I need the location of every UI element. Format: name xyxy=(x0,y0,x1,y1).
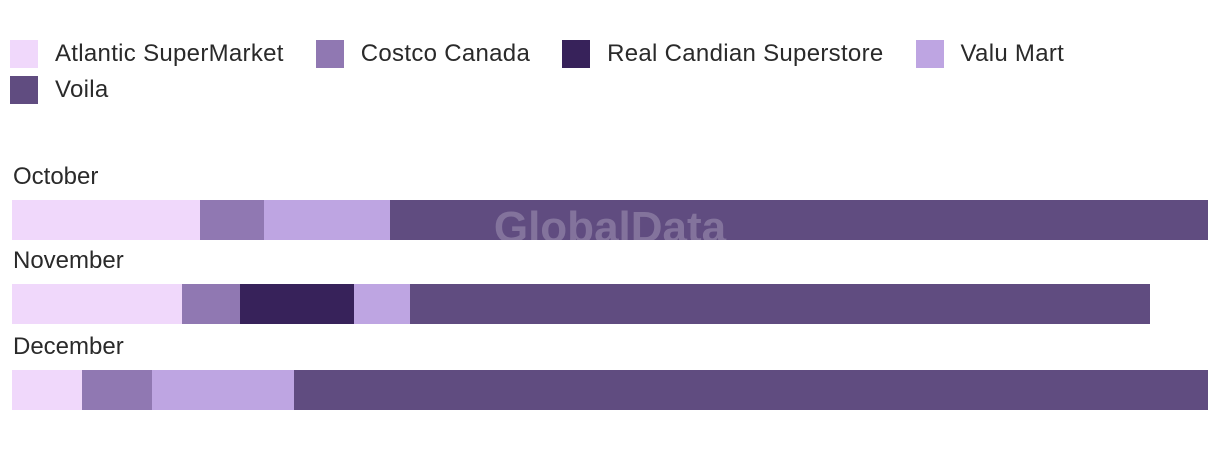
bar-segment-costco-canada-october xyxy=(200,200,264,240)
legend-label: Valu Mart xyxy=(960,40,1065,67)
bar-segment-costco-canada-december xyxy=(82,370,152,410)
legend-swatch xyxy=(562,40,591,68)
bar-segment-valu-mart-october xyxy=(264,200,390,240)
chart-legend: Atlantic SuperMarket Costco Canada Real Ca… xyxy=(10,40,1210,104)
bar-segment-real-candian-superstore-november xyxy=(240,284,354,324)
legend-label: Real Candian Superstore xyxy=(607,40,884,67)
bar-segment-voila-november xyxy=(410,284,1150,324)
category-label-november: November xyxy=(13,247,124,274)
watermark: GlobalData xyxy=(494,203,727,252)
bar-segment-atlantic-supermarket-october xyxy=(12,200,200,240)
legend-item-costco-canada: Costco Canada xyxy=(315,40,531,68)
bar-segment-atlantic-supermarket-december xyxy=(12,370,82,410)
bar-segment-valu-mart-december xyxy=(152,370,294,410)
legend-swatch xyxy=(10,76,38,104)
category-label-october: October xyxy=(13,163,98,190)
legend-swatch xyxy=(915,40,944,68)
legend-swatch xyxy=(315,40,344,68)
legend-item-valu-mart: Valu Mart xyxy=(915,40,1065,68)
legend-label: Voila xyxy=(55,76,109,103)
bar-segment-atlantic-supermarket-november xyxy=(12,284,182,324)
legend-swatch xyxy=(10,40,38,68)
bar-segment-voila-october xyxy=(390,200,1208,240)
bar-segment-voila-december xyxy=(294,370,1208,410)
legend-item-voila: Voila xyxy=(10,76,109,104)
category-label-december: December xyxy=(13,333,124,360)
legend-item-real-candian-superstore: Real Candian Superstore xyxy=(562,40,883,68)
legend-label: Costco Canada xyxy=(360,40,531,67)
legend-label: Atlantic SuperMarket xyxy=(55,40,284,67)
legend-item-atlantic-supermarket: Atlantic SuperMarket xyxy=(10,40,284,68)
bar-segment-valu-mart-november xyxy=(354,284,410,324)
bar-segment-costco-canada-november xyxy=(182,284,240,324)
